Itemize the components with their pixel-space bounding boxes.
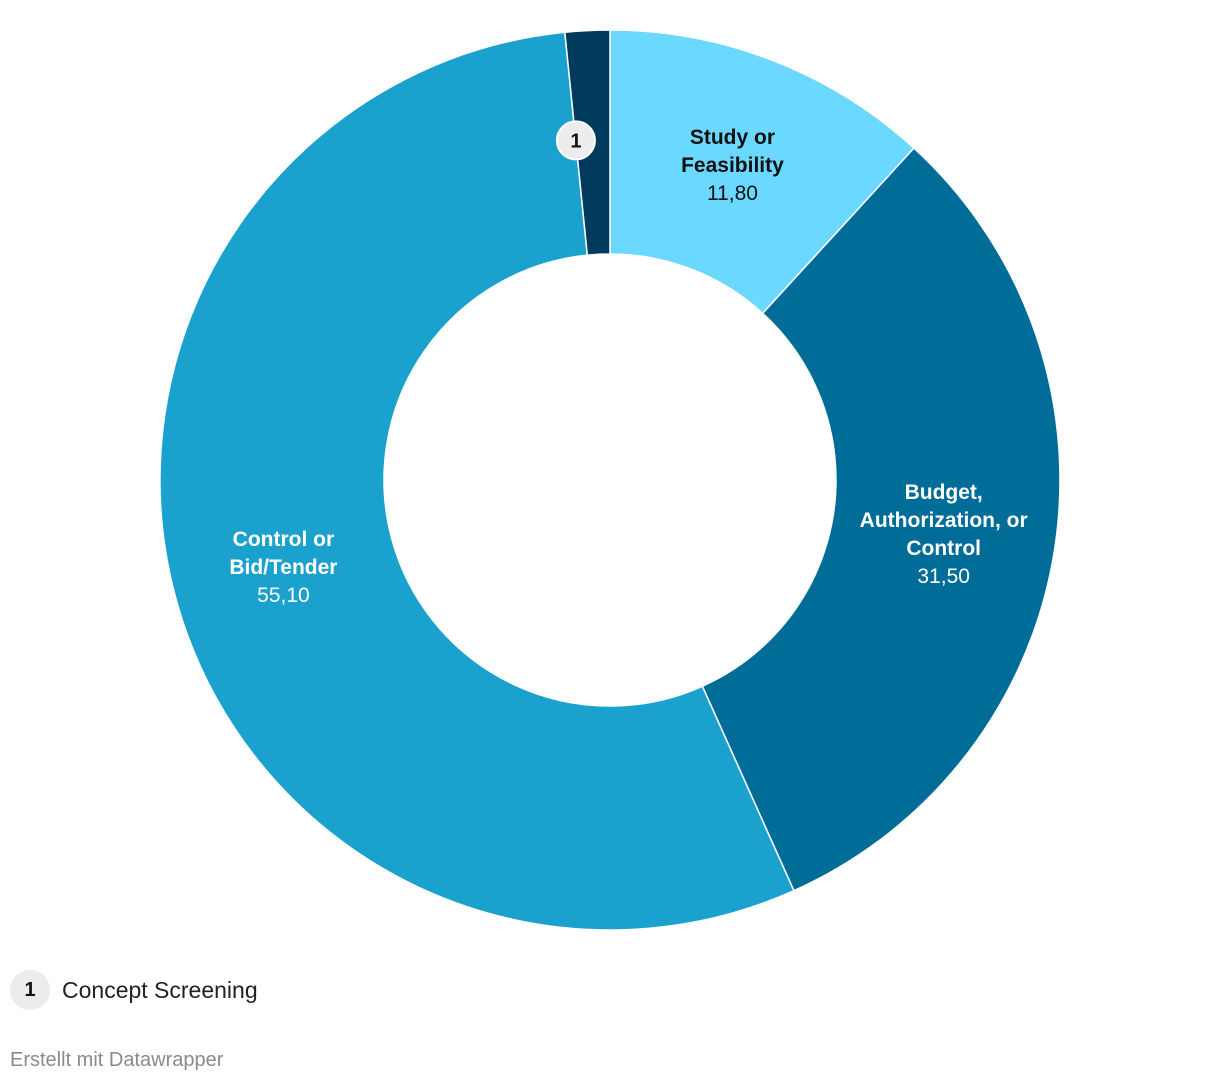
donut-slice xyxy=(609,29,915,315)
donut-slice xyxy=(701,147,1061,892)
slice-value-label: 31,50 xyxy=(917,565,970,588)
svg-text:1: 1 xyxy=(570,130,581,152)
slice-label: Feasibility xyxy=(681,154,784,177)
slice-value-label: 11,80 xyxy=(707,182,758,205)
slice-label: Bid/Tender xyxy=(229,556,337,579)
slice-label: Budget, xyxy=(905,481,983,504)
legend: 1 Concept Screening xyxy=(10,970,258,1010)
donut-slice xyxy=(159,31,795,931)
slice-label: Control xyxy=(906,537,981,560)
donut-chart: Study or Feasibility 11,80 Budget, Authoriza… xyxy=(159,29,1061,931)
slice-label: Control or xyxy=(233,528,334,551)
footnote-marker: 1 xyxy=(555,120,596,161)
footer-credit: Erstellt mit Datawrapper xyxy=(10,1049,224,1071)
legend-marker-badge: 1 xyxy=(10,970,50,1010)
legend-item-label: Concept Screening xyxy=(62,976,258,1003)
slice-value-label: 55,10 xyxy=(257,584,310,607)
slice-label: Study or xyxy=(690,126,775,149)
slice-label: Authorization, or xyxy=(860,509,1028,532)
